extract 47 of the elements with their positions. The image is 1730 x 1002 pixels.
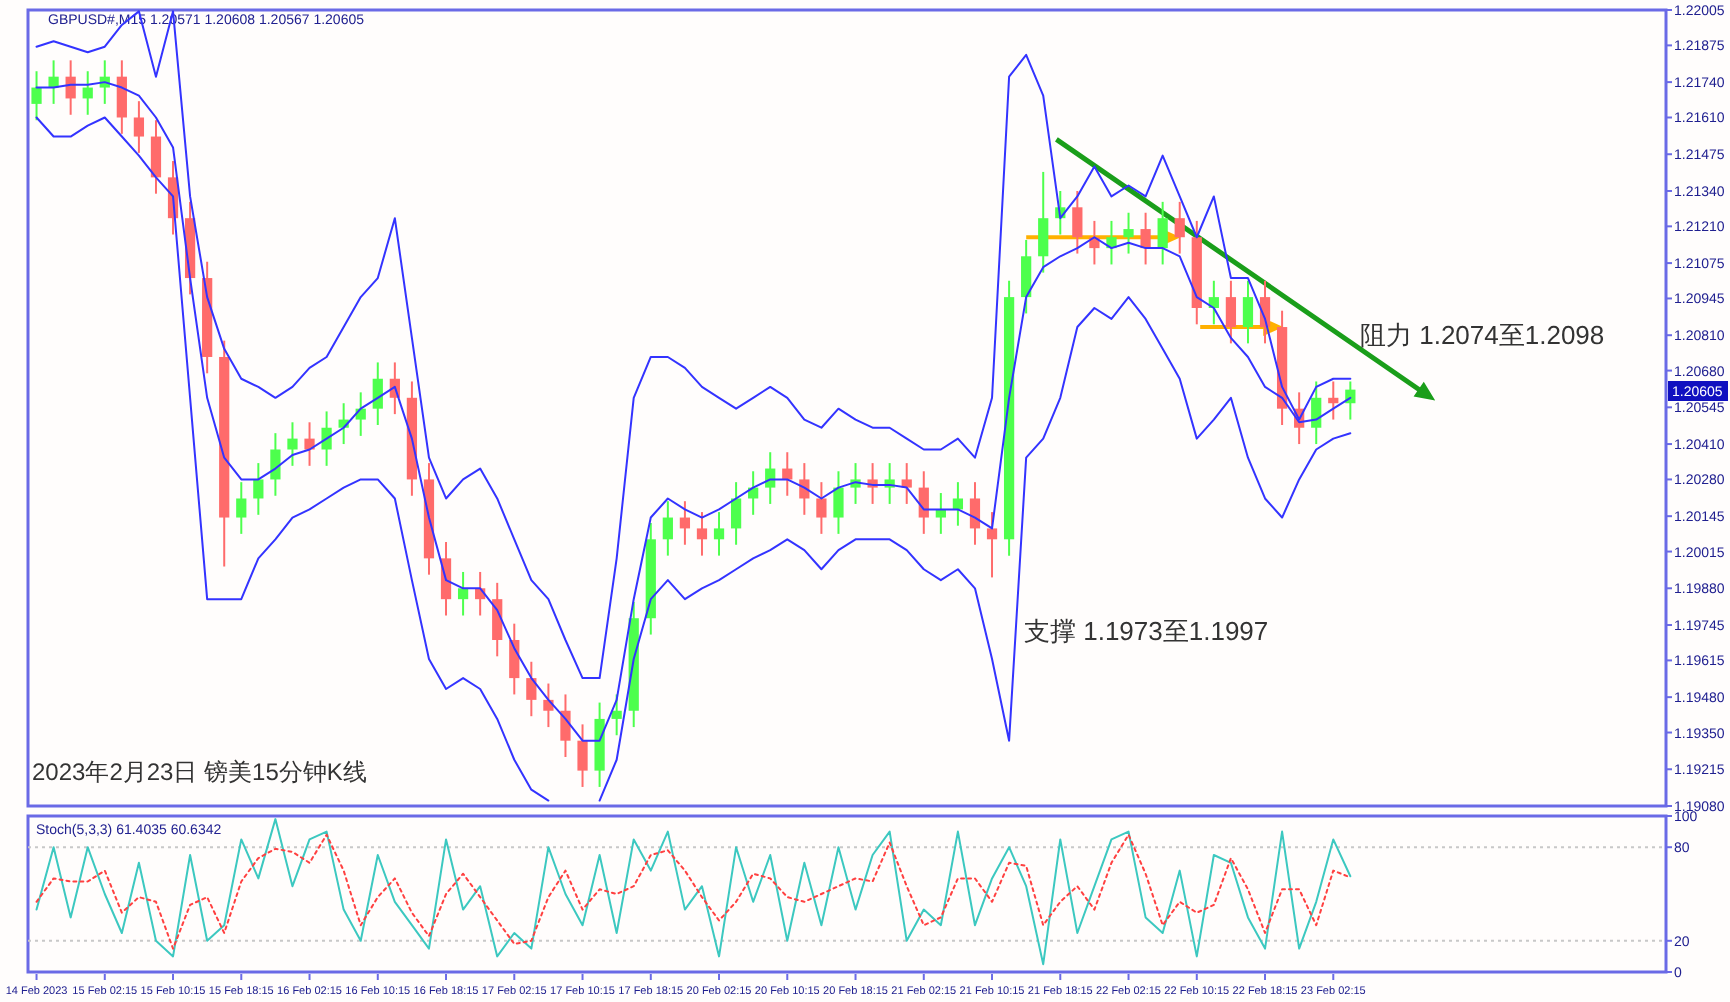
candlestick bbox=[133, 100, 145, 154]
candlestick bbox=[816, 481, 827, 535]
candlestick bbox=[918, 470, 929, 535]
line-series bbox=[35, 818, 1352, 966]
line-series bbox=[35, 833, 1352, 950]
candlestick bbox=[679, 500, 691, 546]
candlestick bbox=[116, 59, 127, 135]
candlestick bbox=[833, 470, 844, 535]
candlestick bbox=[577, 723, 588, 788]
candlestick bbox=[372, 361, 383, 427]
candlestick bbox=[901, 462, 912, 505]
candlestick bbox=[287, 421, 298, 467]
candlestick bbox=[1038, 170, 1049, 274]
candlestick bbox=[713, 511, 725, 557]
candlestick bbox=[1242, 279, 1254, 345]
candlestick bbox=[1157, 200, 1168, 266]
candlestick bbox=[150, 119, 162, 195]
candlestick bbox=[730, 481, 742, 546]
candlestick bbox=[1174, 200, 1185, 255]
candlestick bbox=[1021, 238, 1032, 315]
candlestick bbox=[662, 500, 673, 557]
candlestick bbox=[1072, 189, 1083, 255]
candlestick bbox=[935, 492, 946, 535]
candlestick bbox=[457, 570, 469, 617]
candlestick bbox=[969, 481, 981, 546]
candlestick bbox=[986, 511, 998, 579]
annotation: 2023年2月23日 镑美15分钟K线 bbox=[32, 758, 367, 786]
candlestick bbox=[31, 70, 42, 122]
candlestick bbox=[1123, 211, 1134, 255]
candlestick bbox=[270, 432, 281, 497]
annotation: 支撑 1.1973至1.1997 bbox=[1024, 616, 1269, 646]
candlestick bbox=[1225, 279, 1237, 345]
candlestick bbox=[696, 511, 708, 557]
candlestick bbox=[253, 462, 264, 516]
candlestick bbox=[236, 481, 247, 535]
candlestick bbox=[611, 693, 622, 737]
candlestick bbox=[82, 70, 93, 116]
candlestick bbox=[321, 410, 332, 467]
candlestick bbox=[1140, 211, 1151, 266]
annotation: 阻力 1.2074至1.2098 bbox=[1360, 320, 1605, 350]
candlestick bbox=[304, 421, 315, 467]
candlestick bbox=[952, 481, 964, 527]
candlestick bbox=[543, 682, 554, 729]
candlestick bbox=[48, 59, 59, 105]
candlestick bbox=[1311, 380, 1322, 446]
candlestick bbox=[526, 660, 537, 718]
candlestick bbox=[560, 693, 571, 759]
